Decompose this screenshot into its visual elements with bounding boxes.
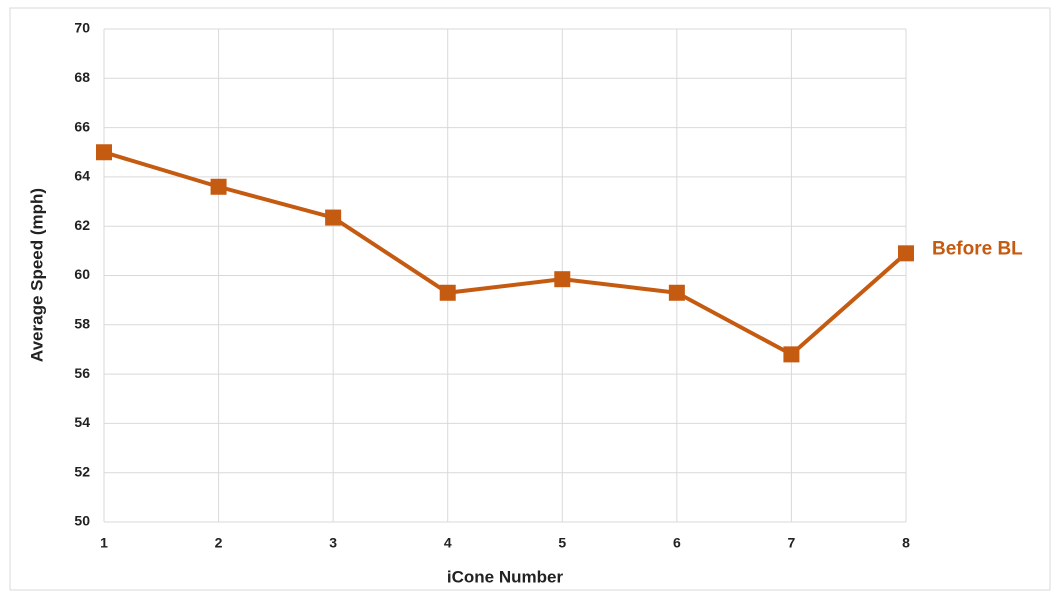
y-tick-label: 52: [74, 463, 90, 479]
y-tick-label: 58: [74, 316, 90, 332]
y-tick-label: 68: [74, 69, 90, 85]
x-axis-label: iCone Number: [447, 567, 564, 586]
data-point: [554, 271, 571, 288]
y-tick-label: 56: [74, 365, 90, 381]
chart-border: [9, 7, 1051, 591]
x-tick-label: 2: [215, 535, 223, 551]
y-tick-label: 50: [74, 513, 90, 529]
y-tick-label: 66: [74, 118, 90, 134]
x-tick-label: 7: [788, 535, 796, 551]
x-tick-label: 5: [558, 535, 566, 551]
data-point: [325, 209, 342, 226]
y-tick-label: 62: [74, 217, 90, 233]
y-axis-label: Average Speed (mph): [27, 188, 46, 362]
y-tick-label: 64: [74, 168, 90, 184]
data-point: [898, 245, 914, 262]
y-tick-label: 70: [74, 20, 90, 36]
x-tick-label: 3: [329, 535, 337, 551]
x-tick-label: 6: [673, 535, 681, 551]
series-label: Before BL: [932, 238, 1023, 259]
series-line: [103, 150, 908, 357]
data-point: [96, 144, 112, 161]
data-point: [783, 346, 800, 363]
y-tick-label: 54: [74, 414, 90, 430]
x-tick-label: 4: [444, 535, 452, 551]
y-tick-label: 60: [74, 266, 90, 282]
x-tick-label: 1: [100, 535, 108, 551]
data-point: [668, 284, 685, 301]
data-point: [439, 284, 456, 301]
x-tick-label: 8: [902, 535, 910, 551]
data-point: [210, 178, 227, 195]
